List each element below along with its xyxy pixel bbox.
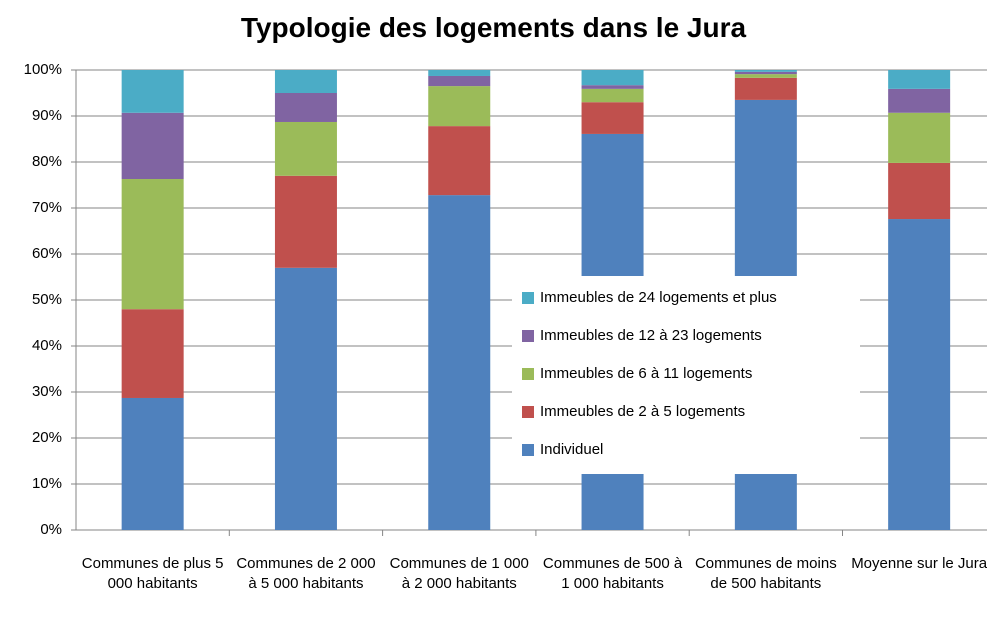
chart-title: Typologie des logements dans le Jura <box>240 12 747 43</box>
bar-segment <box>734 74 797 78</box>
bar-segment <box>581 70 644 86</box>
bar-segment <box>274 70 337 93</box>
y-tick-label: 50% <box>32 291 62 308</box>
x-tick-label: Communes de 2 000 à 5 000 habitants <box>236 555 376 592</box>
x-tick-label: Communes de 500 à 1 000 habitants <box>542 555 683 592</box>
bar-segment <box>734 77 797 100</box>
bar-segment <box>581 85 644 89</box>
legend-label: Immeubles de 6 à 11 logements <box>540 365 752 382</box>
y-tick-label: 100% <box>24 61 62 78</box>
bar-segment <box>734 70 797 72</box>
legend-box <box>512 276 860 474</box>
bar-segment <box>274 93 337 122</box>
y-tick-label: 10% <box>32 475 62 492</box>
bar-segment <box>428 126 491 196</box>
bar-segment <box>888 112 951 163</box>
legend-label: Immeubles de 12 à 23 logements <box>540 327 762 344</box>
legend-label: Immeubles de 2 à 5 logements <box>540 403 745 420</box>
y-tick-label: 30% <box>32 383 62 400</box>
bar-segment <box>888 70 951 89</box>
legend-swatch <box>522 330 534 342</box>
x-tick-label: Communes de 1 000 à 2 000 habitants <box>389 555 529 592</box>
legend-swatch <box>522 368 534 380</box>
bar-segment <box>581 88 644 103</box>
y-tick-label: 70% <box>32 199 62 216</box>
bar-segment <box>121 70 184 113</box>
bar-segment <box>888 219 951 531</box>
x-tick-label: Moyenne sur le Jura <box>851 555 987 572</box>
y-tick-label: 0% <box>40 521 62 538</box>
bar-segment <box>428 75 491 87</box>
y-tick-label: 80% <box>32 153 62 170</box>
bar-segment <box>121 112 184 180</box>
bar-segment <box>274 267 337 530</box>
bar-segment <box>428 86 491 127</box>
legend-label: Immeubles de 24 logements et plus <box>540 289 777 306</box>
y-tick-label: 20% <box>32 429 62 446</box>
x-tick-label: Communes de plus 5 000 habitants <box>81 555 224 592</box>
bar-segment <box>121 397 184 530</box>
y-tick-label: 40% <box>32 337 62 354</box>
bar-segment <box>734 71 797 75</box>
legend-swatch <box>522 292 534 304</box>
bar-segment <box>888 88 951 113</box>
y-tick-label: 60% <box>32 245 62 262</box>
x-tick-label: Communes de moins de 500 habitants <box>694 555 837 592</box>
bar-segment <box>428 195 491 530</box>
bar-segment <box>274 121 337 176</box>
bar-segment <box>121 179 184 310</box>
bar-segment <box>888 162 951 220</box>
y-tick-label: 90% <box>32 107 62 124</box>
bar-segment <box>428 70 491 76</box>
bar-segment <box>274 175 337 268</box>
legend-swatch <box>522 406 534 418</box>
legend-label: Individuel <box>540 441 603 458</box>
bar-segment <box>121 309 184 398</box>
legend-swatch <box>522 444 534 456</box>
bar-segment <box>581 102 644 134</box>
